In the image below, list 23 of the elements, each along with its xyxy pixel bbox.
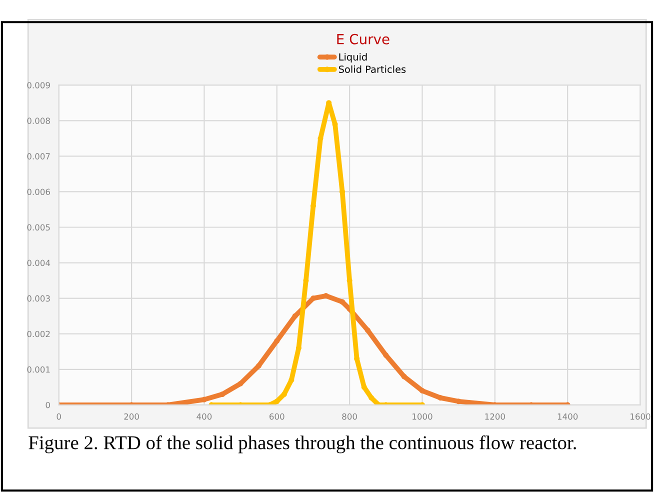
x-tick-label: 600 [270, 413, 284, 420]
chart-title: E Curve [337, 34, 390, 44]
x-tick-label: 800 [342, 413, 357, 420]
x-tick-label: 1200 [485, 413, 505, 420]
y-tick-label: 0.008 [27, 118, 50, 124]
y-tick-label: 0.005 [27, 224, 50, 231]
x-tick-label: 1600 [630, 413, 650, 420]
y-tick-label: 0.001 [27, 366, 50, 373]
x-tick-label: 1000 [412, 413, 432, 420]
x-tick-label: 0 [56, 413, 61, 420]
y-tick-label: 0 [46, 402, 50, 408]
y-tick-label: 0.006 [27, 188, 50, 195]
y-tick-label: 0.007 [27, 153, 50, 160]
legend-label: Liquid [339, 53, 367, 62]
caption: Figure 2. RTD of the solid phases through the continuous flow reactor. [28, 435, 576, 454]
y-tick-label: 0.009 [27, 82, 50, 88]
x-tick-label: 1400 [558, 413, 578, 420]
y-tick-label: 0.003 [27, 295, 50, 302]
legend-label: Solid Particles [338, 65, 406, 73]
y-tick-label: 0.004 [27, 260, 50, 266]
x-tick-label: 200 [124, 413, 139, 420]
x-tick-label: 400 [196, 413, 212, 420]
y-tick-label: 0.002 [27, 330, 50, 338]
